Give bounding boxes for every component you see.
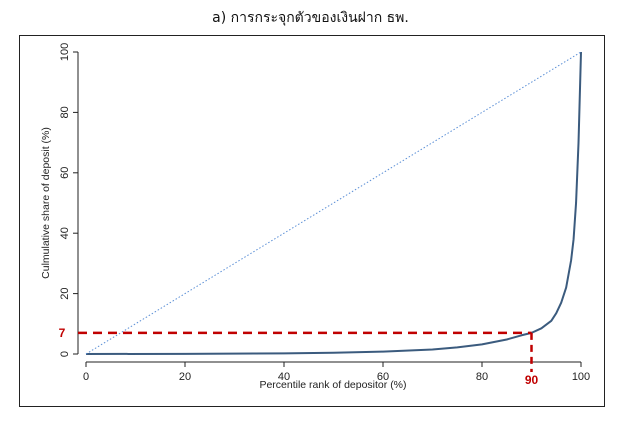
y-tick-label: 0	[59, 351, 71, 357]
y-axis-title: Culmulative share of deposit (%)	[40, 127, 52, 279]
x-tick-label: 40	[278, 371, 290, 383]
y-tick-label: 60	[59, 167, 71, 179]
highlight-y-label: 7	[59, 326, 66, 340]
y-tick-label: 80	[59, 106, 71, 118]
highlight-x-label: 90	[525, 373, 539, 387]
x-tick-label: 60	[377, 371, 389, 383]
y-tick-label: 100	[59, 43, 71, 61]
x-tick-label: 0	[83, 371, 89, 383]
x-axis-title: Percentile rank of depositor (%)	[259, 379, 406, 391]
y-tick-label: 40	[59, 227, 71, 239]
x-tick-label: 100	[572, 371, 590, 383]
x-tick-label: 20	[179, 371, 191, 383]
y-tick-label: 20	[59, 287, 71, 299]
x-tick-label: 80	[476, 371, 488, 383]
equality-line	[85, 51, 582, 355]
chart-title: a) การกระจุกตัวของเงินฝาก ธพ.	[212, 10, 409, 26]
plot-area	[75, 45, 595, 370]
